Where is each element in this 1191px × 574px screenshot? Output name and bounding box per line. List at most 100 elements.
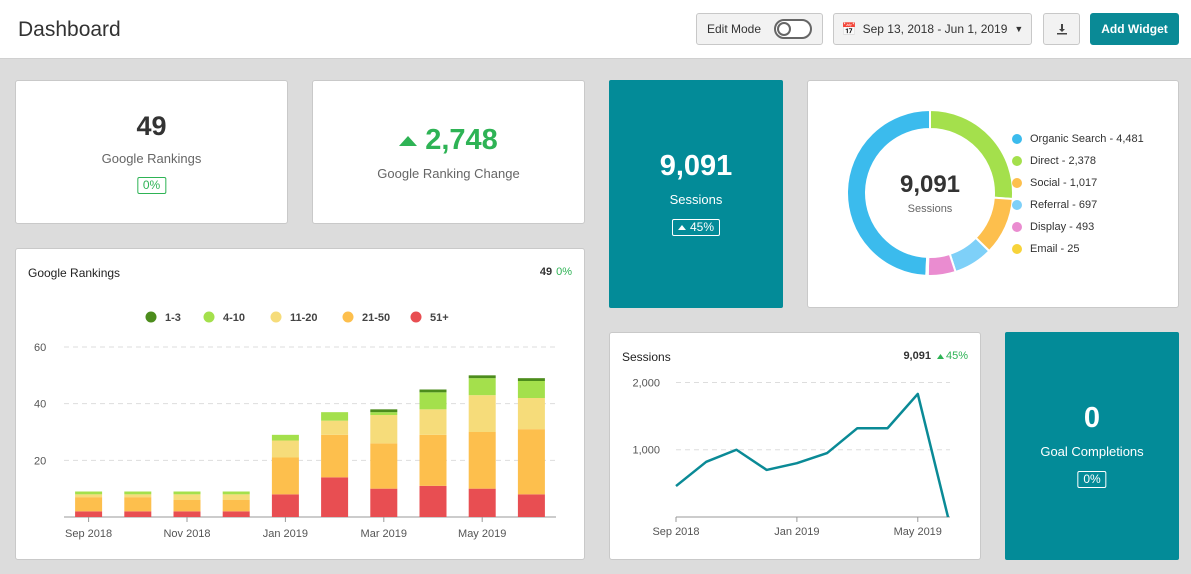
bar-segment bbox=[517, 378, 545, 381]
donut-center-value: 9,091 bbox=[899, 171, 961, 198]
legend-item[interactable]: Social - 1,017 bbox=[1012, 177, 1097, 189]
arrow-up-icon bbox=[677, 225, 686, 230]
legend-swatch bbox=[342, 311, 354, 323]
bar-segment bbox=[271, 440, 299, 458]
legend-label: 51+ bbox=[430, 312, 449, 324]
bar-segment bbox=[124, 497, 152, 512]
legend-swatch bbox=[410, 311, 422, 323]
page-title: Dashboard bbox=[18, 18, 121, 41]
chart-title: Google Rankings bbox=[28, 266, 121, 280]
bar-segment bbox=[321, 477, 349, 517]
bar-segment bbox=[468, 395, 496, 432]
legend-swatch bbox=[203, 311, 215, 323]
legend-swatch bbox=[1012, 222, 1022, 232]
bar-segment bbox=[222, 491, 250, 495]
bar-segment bbox=[419, 389, 447, 393]
bar-segment bbox=[124, 491, 152, 495]
legend-item[interactable]: 21-50 bbox=[342, 311, 391, 325]
traffic-donut-chart bbox=[846, 108, 1014, 277]
bar-segment bbox=[75, 491, 103, 495]
bar-segment bbox=[75, 494, 103, 498]
bar-segment bbox=[271, 457, 299, 495]
goal-value: 0 bbox=[1083, 402, 1101, 434]
legend-item[interactable]: Display - 493 bbox=[1012, 221, 1094, 233]
legend-item[interactable]: 4-10 bbox=[203, 311, 246, 325]
chart-summary-value: 49 bbox=[539, 266, 553, 278]
legend-swatch bbox=[270, 311, 282, 323]
y-tick-label: 2,000 bbox=[632, 377, 660, 389]
ranking-change-label: Google Ranking Change bbox=[377, 166, 520, 181]
google-rankings-widget[interactable]: 49 Google Rankings 0% bbox=[15, 80, 288, 224]
legend-swatch bbox=[1012, 178, 1022, 188]
sessions-value: 9,091 bbox=[659, 150, 733, 182]
google-rankings-chart-widget[interactable]: Google Rankings 49 0% 1-3 4-10 11-20 21-50 51… bbox=[15, 248, 585, 560]
bar-segment bbox=[419, 392, 447, 410]
legend-label: Organic Search - 4,481 bbox=[1030, 133, 1144, 145]
bar-segment bbox=[370, 443, 398, 489]
sessions-badge-value: 45% bbox=[689, 220, 715, 234]
bar-segment bbox=[173, 494, 201, 500]
bar-segment bbox=[468, 432, 496, 489]
x-tick-label: Sep 2018 bbox=[652, 526, 699, 538]
download-button[interactable] bbox=[1043, 13, 1080, 45]
x-tick-label: Jan 2019 bbox=[774, 526, 819, 538]
chart-summary-change: 0% bbox=[556, 266, 572, 278]
legend-label: 4-10 bbox=[223, 312, 245, 324]
bar-segment bbox=[124, 494, 152, 498]
rankings-badge: 0% bbox=[136, 177, 167, 194]
legend-item[interactable]: Referral - 697 bbox=[1012, 199, 1097, 211]
sessions-line-chart: 1,000 2,000 Sep 2018 Jan 2019 May 2019 bbox=[632, 377, 950, 538]
goal-completions-widget[interactable]: 0 Goal Completions 0% bbox=[1005, 332, 1179, 560]
bar-segment bbox=[173, 491, 201, 495]
y-tick-label: 60 bbox=[34, 342, 46, 354]
bar-segment bbox=[75, 497, 103, 512]
x-tick-label: May 2019 bbox=[894, 526, 942, 538]
traffic-sources-widget[interactable]: 9,091 Sessions Organic Search - 4,481 Dir… bbox=[807, 80, 1179, 308]
bar-segment bbox=[321, 420, 349, 435]
legend-item[interactable]: Email - 25 bbox=[1012, 243, 1080, 255]
legend-item[interactable]: 11-20 bbox=[270, 311, 318, 325]
legend-swatch bbox=[1012, 200, 1022, 210]
ranking-change-widget[interactable]: 2,748 Google Ranking Change bbox=[312, 80, 585, 224]
bar-segment bbox=[321, 412, 349, 421]
x-tick-label: Sep 2018 bbox=[65, 528, 112, 540]
legend-swatch bbox=[145, 311, 157, 323]
date-range-picker[interactable]: 📅 Sep 13, 2018 - Jun 1, 2019 ▼ bbox=[833, 13, 1032, 45]
arrow-up-icon bbox=[936, 353, 944, 359]
sessions-widget[interactable]: 9,091 Sessions 45% bbox=[609, 80, 783, 308]
edit-mode-toggle-button[interactable]: Edit Mode bbox=[696, 13, 823, 45]
chart-summary-change: 45% bbox=[945, 350, 968, 362]
y-tick-label: 1,000 bbox=[632, 445, 660, 457]
goal-label: Goal Completions bbox=[1040, 444, 1144, 459]
chevron-down-icon: ▼ bbox=[1014, 24, 1024, 34]
chart-summary-value: 9,091 bbox=[903, 350, 931, 362]
sessions-badge: 45% bbox=[671, 219, 721, 236]
bar-segment bbox=[271, 434, 299, 441]
bar-segment bbox=[517, 429, 545, 495]
legend-label: 21-50 bbox=[362, 312, 390, 324]
bar-segment bbox=[173, 500, 201, 512]
x-tick-label: May 2019 bbox=[458, 528, 506, 540]
bar-segment bbox=[321, 434, 349, 478]
bar-segment bbox=[370, 412, 398, 415]
sessions-label: Sessions bbox=[669, 192, 723, 207]
bar-segment bbox=[271, 494, 299, 517]
edit-mode-label: Edit Mode bbox=[707, 22, 762, 36]
bar-segment bbox=[75, 511, 103, 517]
ranking-change-value-row: 2,748 bbox=[313, 124, 584, 157]
legend-item[interactable]: Direct - 2,378 bbox=[1012, 155, 1096, 167]
legend-item[interactable]: 51+ bbox=[410, 311, 449, 325]
legend-swatch bbox=[1012, 134, 1022, 144]
y-tick-label: 20 bbox=[34, 455, 46, 467]
edit-mode-switch[interactable] bbox=[774, 19, 812, 39]
donut-slice bbox=[926, 252, 957, 277]
legend-item[interactable]: 1-3 bbox=[145, 311, 181, 325]
x-tick-label: Mar 2019 bbox=[361, 528, 407, 540]
bar-segment bbox=[517, 398, 545, 430]
legend-swatch bbox=[1012, 244, 1022, 254]
legend-item[interactable]: Organic Search - 4,481 bbox=[1012, 133, 1144, 145]
donut-center-label: Sessions bbox=[907, 203, 953, 215]
add-widget-button[interactable]: Add Widget bbox=[1090, 13, 1179, 45]
rankings-value: 49 bbox=[136, 111, 167, 141]
sessions-chart-widget[interactable]: Sessions 9,091 45% 1,000 2,000 Sep 2018 Jan… bbox=[609, 332, 981, 560]
